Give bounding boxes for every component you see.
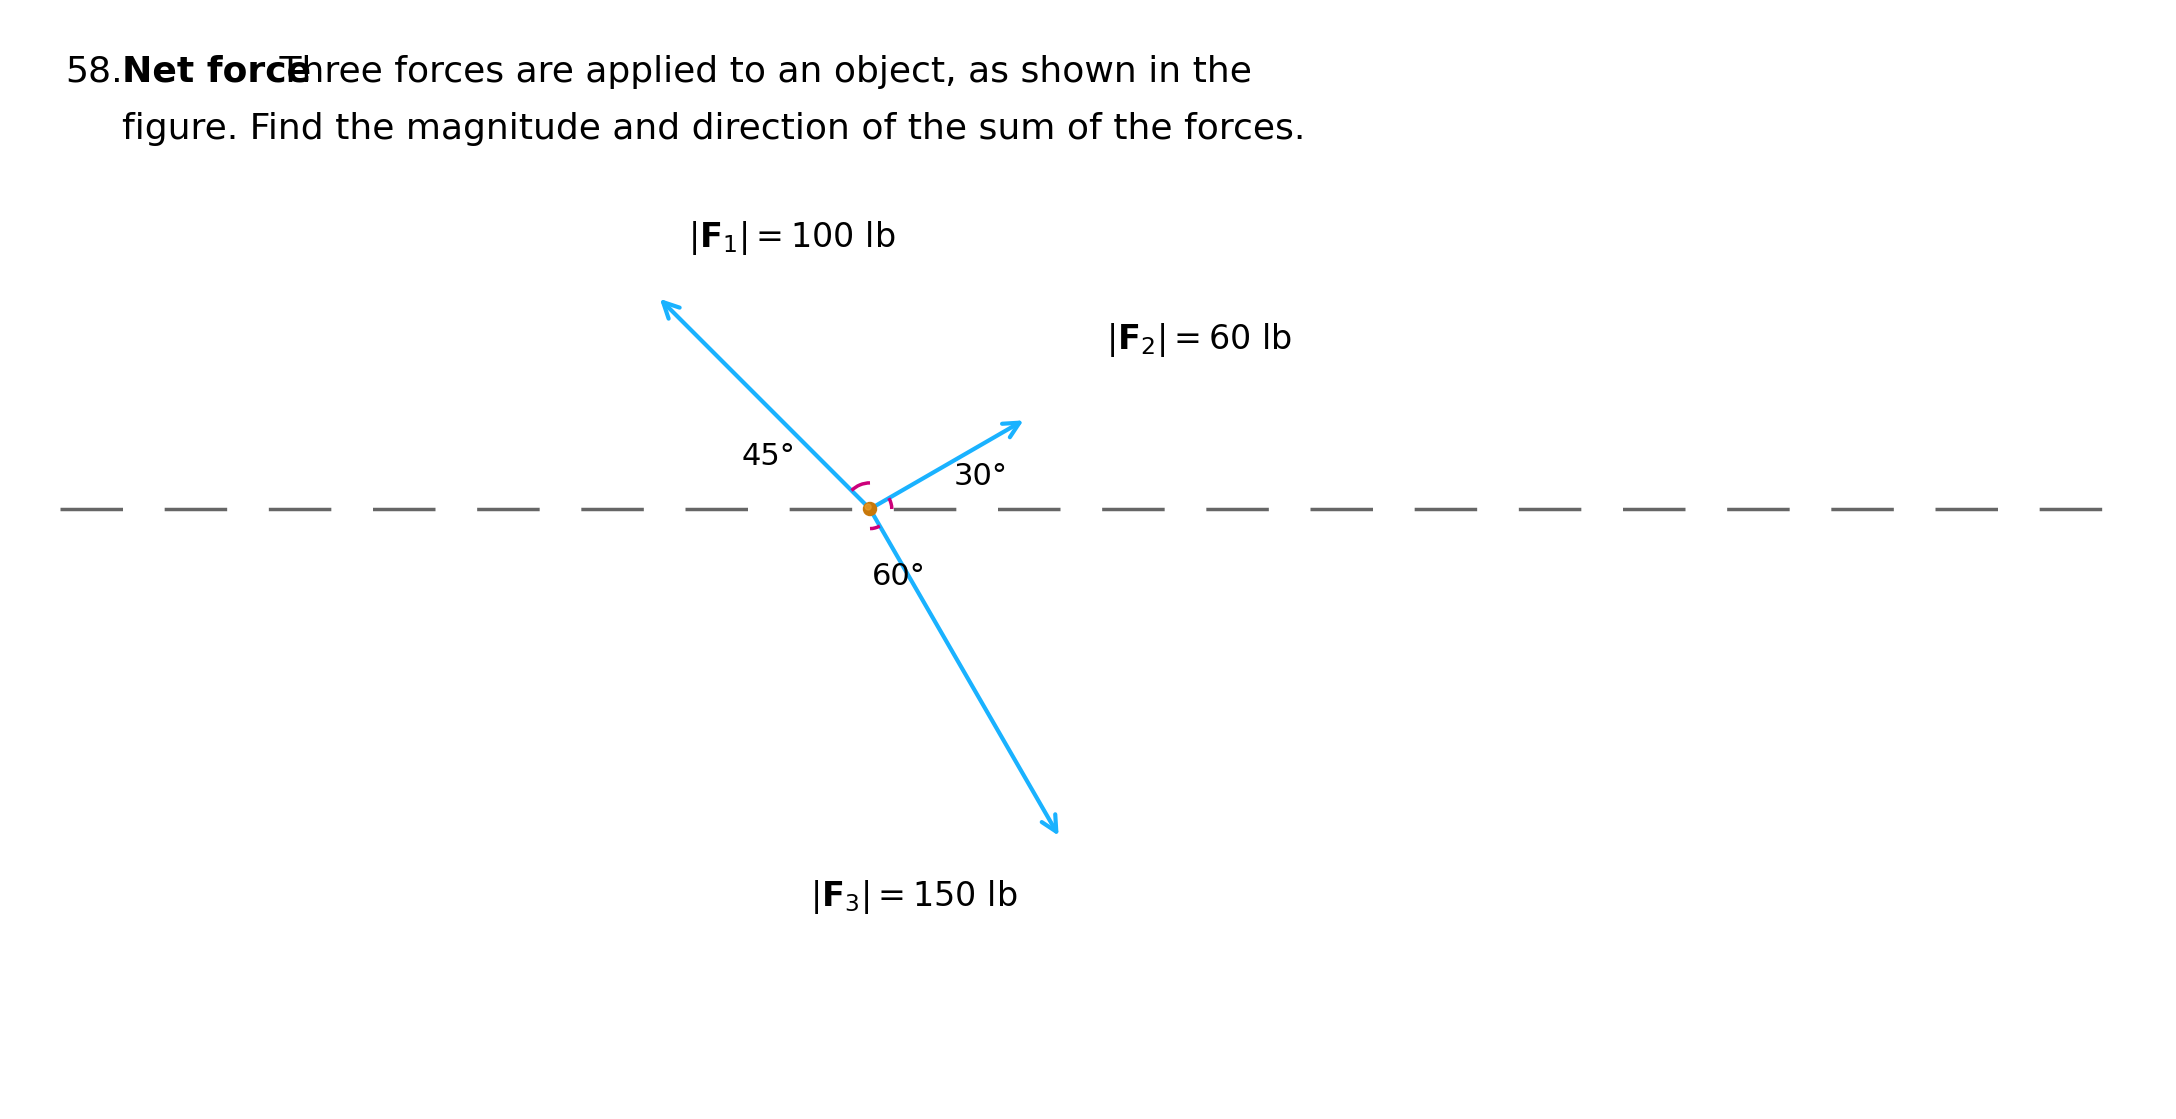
Text: 58.: 58. <box>65 55 122 90</box>
Text: 45°: 45° <box>742 442 796 471</box>
Circle shape <box>866 504 870 510</box>
Text: $|\mathbf{F}_1| = 100\ \mathrm{lb}$: $|\mathbf{F}_1| = 100\ \mathrm{lb}$ <box>688 219 897 257</box>
Text: figure. Find the magnitude and direction of the sum of the forces.: figure. Find the magnitude and direction… <box>122 112 1306 147</box>
Text: $|\mathbf{F}_2| = 60\ \mathrm{lb}$: $|\mathbf{F}_2| = 60\ \mathrm{lb}$ <box>1105 321 1293 359</box>
Text: 60°: 60° <box>873 562 925 591</box>
Circle shape <box>864 502 877 516</box>
Text: 30°: 30° <box>953 462 1007 491</box>
Text: $|\mathbf{F}_3| = 150\ \mathrm{lb}$: $|\mathbf{F}_3| = 150\ \mathrm{lb}$ <box>809 878 1018 916</box>
Text: Three forces are applied to an object, as shown in the: Three forces are applied to an object, a… <box>268 55 1251 90</box>
Text: Net force: Net force <box>122 55 311 90</box>
